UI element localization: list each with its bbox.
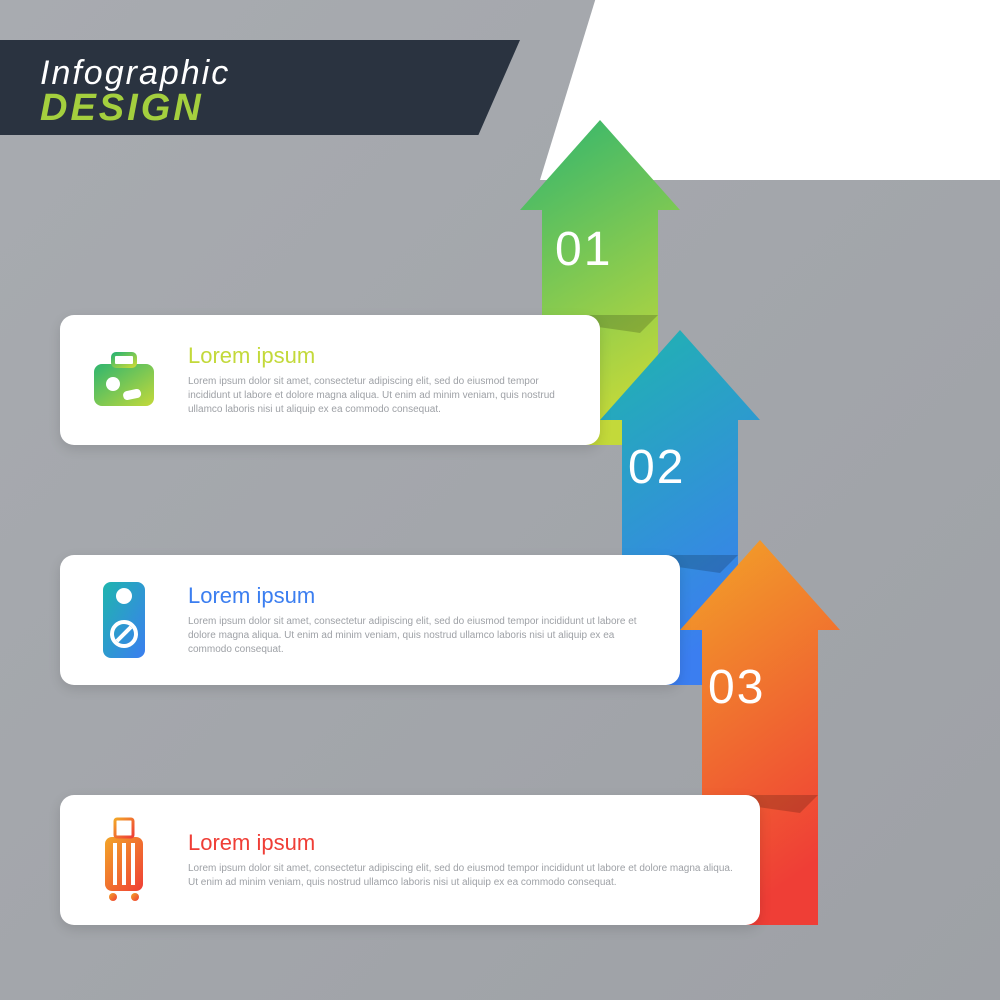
luggage-icon [84, 810, 164, 910]
step-title-1: Lorem ipsum [188, 343, 576, 369]
step-card-1: Lorem ipsum Lorem ipsum dolor sit amet, … [60, 315, 600, 445]
step-card-2: Lorem ipsum Lorem ipsum dolor sit amet, … [60, 555, 680, 685]
step-card-3: Lorem ipsum Lorem ipsum dolor sit amet, … [60, 795, 760, 925]
door-hanger-icon [84, 570, 164, 670]
step-number-3: 03 [708, 660, 765, 715]
step-title-2: Lorem ipsum [188, 583, 656, 609]
step-number-2: 02 [628, 440, 685, 495]
suitcase-icon [84, 330, 164, 430]
step-number-1: 01 [555, 222, 612, 277]
step-body-3: Lorem ipsum dolor sit amet, consectetur … [188, 862, 736, 890]
step-body-1: Lorem ipsum dolor sit amet, consectetur … [188, 375, 576, 417]
header-banner: Infographic DESIGN [0, 40, 520, 135]
header-line2: DESIGN [40, 87, 480, 130]
step-title-3: Lorem ipsum [188, 830, 736, 856]
step-body-2: Lorem ipsum dolor sit amet, consectetur … [188, 615, 656, 657]
